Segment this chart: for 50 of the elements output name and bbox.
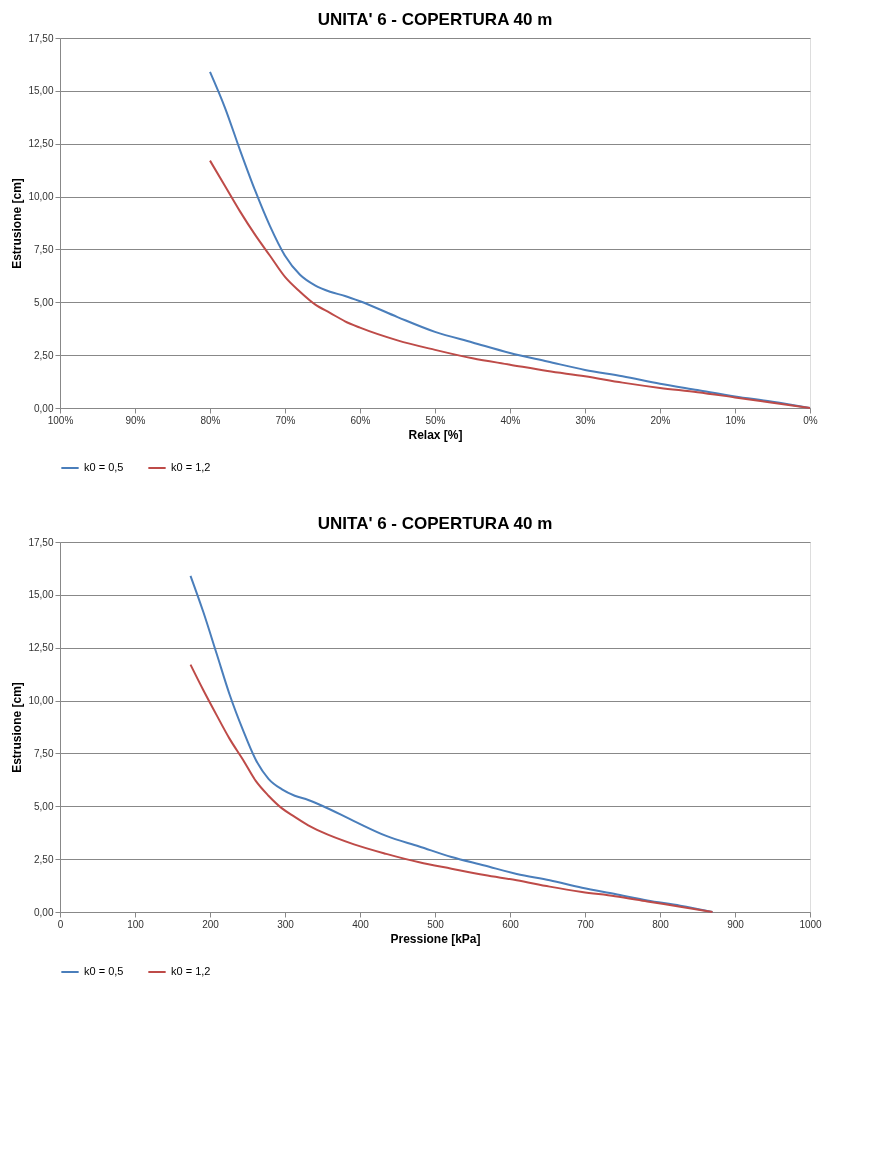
x-tick-label: 0%: [803, 414, 818, 426]
line-series: [189, 663, 714, 913]
x-tick-label: 30%: [575, 414, 596, 426]
x-tick-label: 80%: [200, 414, 221, 426]
line-series: [209, 159, 811, 409]
y-tick-label: 5,00: [34, 800, 54, 812]
x-tick-label: 600: [502, 918, 520, 930]
x-tick-label: 800: [652, 918, 670, 930]
x-tick-label: 90%: [125, 414, 146, 426]
x-axis-title: Relax [%]: [408, 427, 463, 442]
x-tick-label: 700: [577, 918, 595, 930]
y-tick-label: 10,00: [28, 191, 54, 203]
y-tick-label: 0,00: [34, 906, 54, 918]
y-tick-label: 2,50: [34, 349, 54, 361]
x-tick-label: 100: [127, 918, 145, 930]
y-tick-label: 15,00: [28, 85, 54, 97]
x-tick-label: 1000: [799, 918, 823, 930]
x-tick-label: 100%: [47, 414, 74, 426]
x-tick-label: 0: [57, 918, 64, 930]
y-tick-label: 0,00: [34, 402, 54, 414]
y-tick-label: 7,50: [34, 243, 54, 255]
y-tick-label: 12,50: [28, 642, 54, 654]
y-tick-label: 7,50: [34, 747, 54, 759]
x-tick-label: 20%: [650, 414, 671, 426]
x-tick-label: 10%: [725, 414, 746, 426]
x-tick-label: 200: [202, 918, 220, 930]
x-tick-label: 50%: [425, 414, 446, 426]
y-tick-label: 10,00: [28, 695, 54, 707]
x-tick-label: 300: [277, 918, 295, 930]
x-tick-label: 60%: [350, 414, 371, 426]
x-tick-label: 500: [427, 918, 445, 930]
y-tick-label: 12,50: [28, 138, 54, 150]
legend-label: k0 = 0,5: [84, 461, 124, 473]
y-axis-title: Estrusione [cm]: [10, 178, 25, 269]
x-tick-label: 40%: [500, 414, 521, 426]
chart-title: UNITA' 6 - COPERTURA 40 m: [317, 10, 553, 29]
y-axis-title: Estrusione [cm]: [10, 682, 25, 773]
y-tick-label: 17,50: [28, 536, 54, 548]
legend-label: k0 = 1,2: [171, 461, 211, 473]
x-tick-label: 70%: [275, 414, 296, 426]
y-tick-label: 5,00: [34, 296, 54, 308]
x-tick-label: 400: [352, 918, 370, 930]
legend-label: k0 = 0,5: [84, 965, 124, 977]
x-tick-label: 900: [727, 918, 745, 930]
y-tick-label: 15,00: [28, 589, 54, 601]
y-tick-label: 2,50: [34, 853, 54, 865]
y-tick-label: 17,50: [28, 32, 54, 44]
legend-label: k0 = 1,2: [171, 965, 211, 977]
x-axis-title: Pressione [kPa]: [390, 931, 481, 946]
chart-title: UNITA' 6 - COPERTURA 40 m: [317, 514, 553, 533]
